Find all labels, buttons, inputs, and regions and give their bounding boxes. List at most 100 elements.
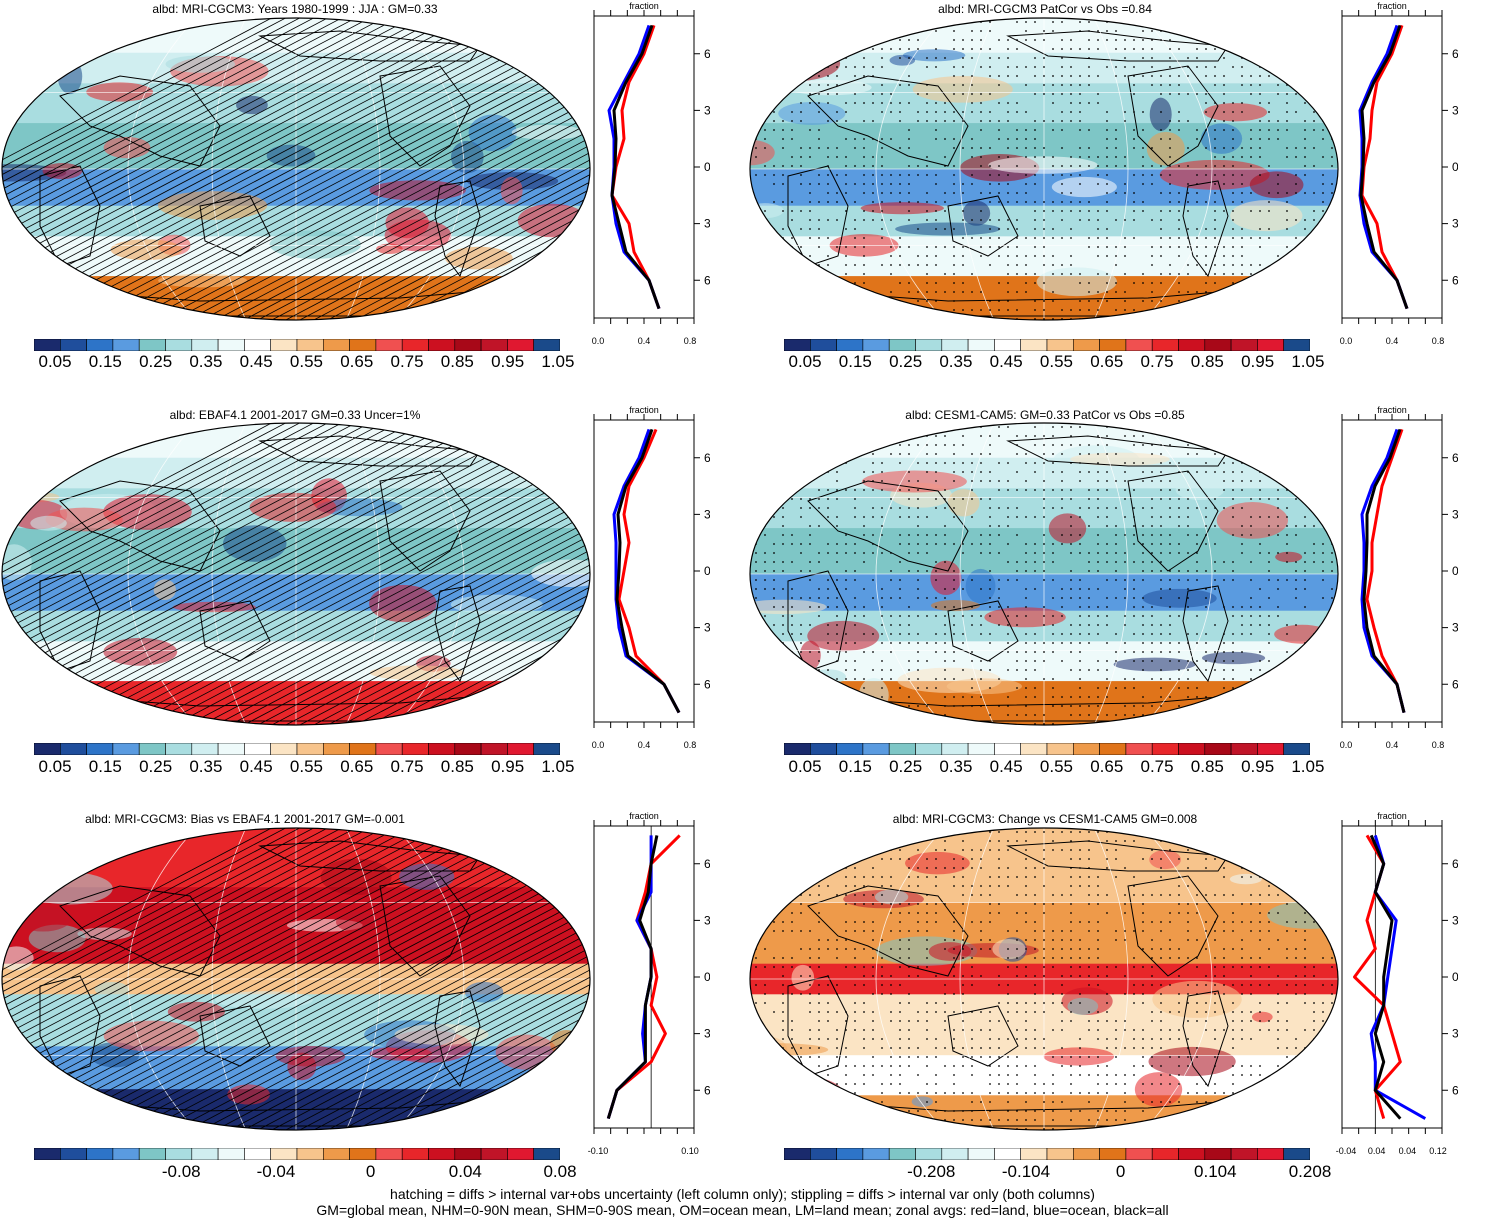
stipple-dot [1160,444,1162,446]
map-blob [495,1034,558,1070]
stipple-dot [836,444,838,446]
stipple-dot [899,615,901,617]
stipple-dot [1088,957,1090,959]
stipple-dot [1169,642,1171,644]
stipple-dot [1106,1065,1108,1067]
stipple-dot [881,84,883,86]
stipple-dot [1214,120,1216,122]
stipple-dot [809,102,811,104]
stipple-dot [1196,660,1198,662]
stipple-dot [1322,687,1324,689]
stipple-dot [764,507,766,509]
stipple-dot [1079,651,1081,653]
stipple-dot [755,174,757,176]
stipple-dot [1025,1047,1027,1049]
stipple-dot [1313,975,1315,977]
stipple-dot [872,489,874,491]
stipple-dot [935,1047,937,1049]
stipple-dot [908,75,910,77]
stipple-dot [1322,156,1324,158]
stipple-dot [1079,480,1081,482]
stipple-dot [1187,1047,1189,1049]
stipple-dot [908,183,910,185]
stipple-dot [1034,957,1036,959]
stipple-dot [953,615,955,617]
stipple-dot [845,651,847,653]
stipple-dot [863,975,865,977]
stipple-dot [1295,111,1297,113]
stipple-dot [935,921,937,923]
stipple-dot [1205,840,1207,842]
stipple-dot [818,894,820,896]
stipple-dot [1043,975,1045,977]
stipple-dot [1151,948,1153,950]
stipple-dot [1007,507,1009,509]
stipple-dot [908,39,910,41]
stipple-dot [872,723,874,725]
stipple-dot [1295,174,1297,176]
stipple-dot [863,921,865,923]
stipple-dot [1142,30,1144,32]
stipple-dot [863,633,865,635]
stipple-dot [1115,1110,1117,1112]
map-blob [227,1084,270,1105]
stipple-dot [944,1011,946,1013]
stipple-dot [782,561,784,563]
stipple-dot [764,516,766,518]
stipple-dot [1142,48,1144,50]
stipple-dot [1304,480,1306,482]
stipple-dot [908,1002,910,1004]
stipple-dot [1196,966,1198,968]
stipple-dot [854,183,856,185]
stipple-dot [1115,1128,1117,1130]
stipple-dot [818,291,820,293]
stipple-dot [1142,39,1144,41]
stipple-dot [1304,129,1306,131]
colorbar-box [322,339,350,351]
stipple-dot [854,966,856,968]
stipple-dot [773,867,775,869]
stipple-dot [1169,624,1171,626]
stipple-dot [1286,543,1288,545]
stipple-dot [1079,426,1081,428]
stipple-dot [1169,444,1171,446]
map-blob [1134,1072,1183,1107]
stipple-dot [1322,885,1324,887]
stipple-dot [1187,57,1189,59]
stipple-dot [890,948,892,950]
stipple-dot [890,21,892,23]
stipple-dot [755,147,757,149]
stipple-dot [953,318,955,320]
stipple-dot [827,435,829,437]
stipple-dot [1025,1038,1027,1040]
zonal-x-tick-label: 0.8 [1432,740,1445,750]
stipple-dot [1205,642,1207,644]
graticule-lon [875,18,946,320]
stipple-dot [1268,237,1270,239]
stipple-dot [962,723,964,725]
stipple-dot [944,192,946,194]
graticule-lon [875,423,946,725]
stipple-dot [1259,426,1261,428]
stipple-dot [818,66,820,68]
stipple-dot [1115,507,1117,509]
stipple-dot [1304,192,1306,194]
stipple-dot [1025,1110,1027,1112]
stipple-dot [773,318,775,320]
stipple-dot [1313,426,1315,428]
stipple-dot [1250,579,1252,581]
stipple-dot [791,1101,793,1103]
stipple-dot [1007,75,1009,77]
stipple-dot [1052,165,1054,167]
graticule-lon [127,423,198,725]
stipple-dot [1214,1083,1216,1085]
stipple-dot [1133,525,1135,527]
stipple-dot [1115,165,1117,167]
stipple-dot [1088,444,1090,446]
map-blob [2,491,60,503]
stipple-dot [1061,111,1063,113]
stipple-dot [962,669,964,671]
zonal-x-tick-label: -0.04 [1336,1146,1357,1156]
stipple-dot [1304,444,1306,446]
stipple-dot [1268,858,1270,860]
